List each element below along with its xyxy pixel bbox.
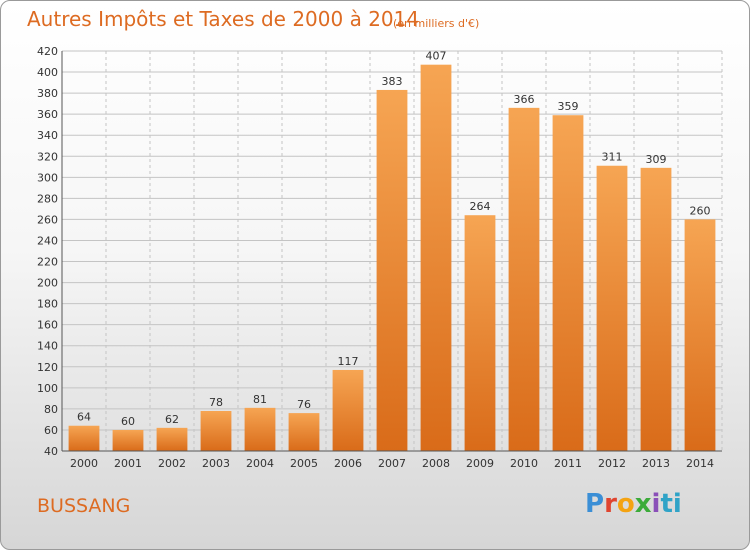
- x-tick-label: 2013: [642, 457, 670, 470]
- value-label: 81: [253, 393, 267, 406]
- y-tick-label: 280: [37, 192, 58, 205]
- y-tick-label: 380: [37, 87, 58, 100]
- y-tick-label: 360: [37, 108, 58, 121]
- value-label: 76: [297, 398, 311, 411]
- y-tick-label: 140: [37, 340, 58, 353]
- bar-2008: [420, 64, 452, 452]
- y-tick-label: 60: [44, 424, 58, 437]
- x-tick-label: 2000: [70, 457, 98, 470]
- y-tick-label: 40: [44, 445, 58, 458]
- bar-2003: [200, 411, 232, 451]
- value-label: 383: [382, 75, 403, 88]
- place-name: BUSSANG: [37, 495, 131, 517]
- value-label: 407: [426, 50, 447, 63]
- x-tick-label: 2005: [290, 457, 318, 470]
- x-tick-label: 2002: [158, 457, 186, 470]
- x-tick-label: 2006: [334, 457, 362, 470]
- bar-2009: [464, 215, 496, 451]
- value-label: 311: [602, 151, 623, 164]
- bar-2005: [288, 413, 320, 451]
- x-tick-label: 2014: [686, 457, 714, 470]
- y-tick-label: 260: [37, 213, 58, 226]
- y-tick-label: 120: [37, 361, 58, 374]
- value-label: 117: [338, 355, 359, 368]
- x-tick-label: 2010: [510, 457, 538, 470]
- y-tick-label: 420: [37, 45, 58, 58]
- value-label: 309: [646, 153, 667, 166]
- y-tick-label: 240: [37, 234, 58, 247]
- y-tick-label: 340: [37, 129, 58, 142]
- bar-2012: [596, 165, 628, 451]
- bar-2001: [112, 429, 144, 451]
- bar-2013: [640, 167, 672, 451]
- bar-2007: [376, 89, 408, 452]
- bar-2014: [684, 219, 716, 451]
- bar-2002: [156, 427, 188, 451]
- bar-2010: [508, 107, 540, 451]
- value-label: 64: [77, 411, 91, 424]
- bar-2006: [332, 369, 364, 451]
- value-label: 359: [558, 100, 579, 113]
- y-tick-label: 160: [37, 319, 58, 332]
- bar-2000: [68, 425, 100, 451]
- value-label: 60: [121, 415, 135, 428]
- x-tick-label: 2003: [202, 457, 230, 470]
- value-label: 366: [514, 93, 535, 106]
- bar-2011: [552, 115, 584, 452]
- proxiti-logo: Proxiti: [585, 489, 682, 519]
- value-label: 264: [470, 200, 491, 213]
- y-tick-label: 400: [37, 66, 58, 79]
- value-label: 78: [209, 396, 223, 409]
- x-tick-label: 2007: [378, 457, 406, 470]
- y-tick-label: 100: [37, 382, 58, 395]
- x-tick-label: 2012: [598, 457, 626, 470]
- bar-2004: [244, 407, 276, 451]
- x-tick-label: 2008: [422, 457, 450, 470]
- x-tick-label: 2004: [246, 457, 274, 470]
- x-tick-label: 2009: [466, 457, 494, 470]
- x-tick-label: 2011: [554, 457, 582, 470]
- chart-title: Autres Impôts et Taxes de 2000 à 2014: [27, 7, 420, 31]
- y-tick-label: 220: [37, 256, 58, 269]
- y-tick-label: 320: [37, 150, 58, 163]
- y-tick-label: 80: [44, 403, 58, 416]
- value-label: 62: [165, 413, 179, 426]
- y-tick-label: 200: [37, 277, 58, 290]
- y-tick-label: 180: [37, 298, 58, 311]
- value-label: 260: [690, 204, 711, 217]
- chart-subtitle: (en milliers d'€): [393, 17, 480, 30]
- y-tick-label: 300: [37, 171, 58, 184]
- x-tick-label: 2001: [114, 457, 142, 470]
